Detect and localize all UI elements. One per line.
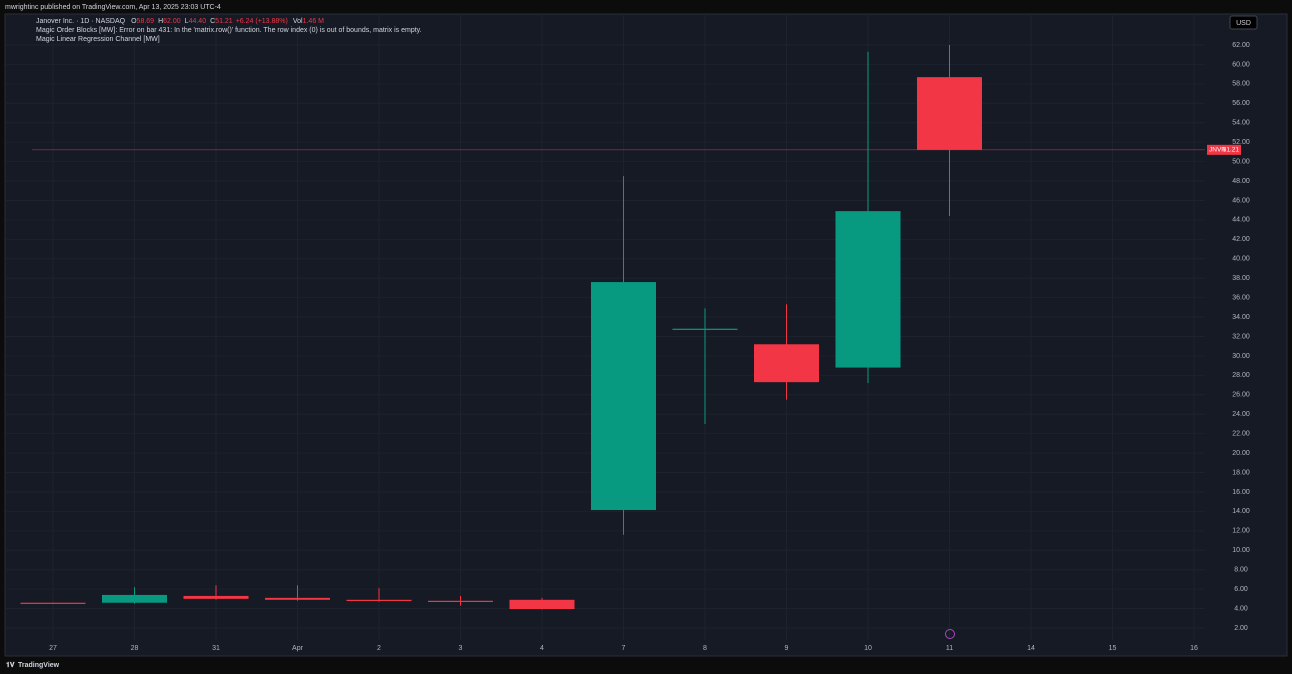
y-tick-label: 38.00 bbox=[1232, 275, 1250, 282]
last-price-box bbox=[1207, 144, 1241, 155]
logo-icon: 𝟏𝐕 bbox=[6, 661, 15, 669]
y-tick-label: 44.00 bbox=[1232, 217, 1250, 224]
x-tick-label: 3 bbox=[459, 645, 463, 652]
x-tick-label: 15 bbox=[1109, 645, 1117, 652]
y-tick-label: 32.00 bbox=[1232, 333, 1250, 340]
indicator-label: Magic Linear Regression Channel [MW] bbox=[36, 36, 160, 43]
x-tick-label: 8 bbox=[703, 645, 707, 652]
ohlc-value: 58.69 bbox=[137, 18, 155, 25]
candle-body bbox=[835, 211, 901, 368]
publisher-header: mwrightinc published on TradingView.com,… bbox=[5, 4, 221, 11]
ohlc-label: O bbox=[131, 18, 137, 25]
last-price-symbol: JNVR bbox=[1209, 147, 1226, 154]
y-tick-label: 4.00 bbox=[1234, 605, 1248, 612]
y-tick-label: 56.00 bbox=[1232, 100, 1250, 107]
x-tick-label: 4 bbox=[540, 645, 544, 652]
ohlc-label: L bbox=[185, 18, 189, 25]
y-tick-label: 2.00 bbox=[1234, 625, 1248, 632]
y-tick-label: 14.00 bbox=[1232, 508, 1250, 515]
y-tick-label: 62.00 bbox=[1232, 42, 1250, 49]
ohlc-value: 51.21 bbox=[215, 18, 233, 25]
y-tick-label: 50.00 bbox=[1232, 158, 1250, 165]
y-tick-label: 24.00 bbox=[1232, 411, 1250, 418]
volume-label: Vol bbox=[293, 18, 303, 25]
candle-body bbox=[509, 599, 575, 610]
y-tick-label: 22.00 bbox=[1232, 431, 1250, 438]
currency[interactable]: USD bbox=[1236, 20, 1251, 27]
y-tick-label: 36.00 bbox=[1232, 294, 1250, 301]
candle-body bbox=[428, 600, 493, 602]
candle-body bbox=[265, 597, 330, 600]
x-tick-label: 10 bbox=[864, 645, 872, 652]
x-tick-label: 7 bbox=[622, 645, 626, 652]
candle-body bbox=[591, 282, 656, 511]
event-icon[interactable] bbox=[945, 629, 955, 639]
footer-brand: TradingView bbox=[18, 662, 60, 669]
ohlc-label: C bbox=[210, 18, 215, 25]
y-tick-label: 8.00 bbox=[1234, 567, 1248, 574]
legend-title: Janover Inc. · 1D · NASDAQ bbox=[36, 18, 126, 25]
y-tick-label: 52.00 bbox=[1232, 139, 1250, 146]
ohlc-value: 62.00 bbox=[163, 18, 181, 25]
currency-box[interactable] bbox=[1229, 15, 1258, 30]
ohlc-value: 44.40 bbox=[189, 18, 207, 25]
y-tick-label: 20.00 bbox=[1232, 450, 1250, 457]
y-tick-label: 12.00 bbox=[1232, 528, 1250, 535]
candle-body bbox=[183, 595, 249, 599]
x-tick-label: 2 bbox=[377, 645, 381, 652]
candle-body bbox=[20, 602, 86, 604]
x-tick-label: 31 bbox=[212, 645, 220, 652]
y-tick-label: 60.00 bbox=[1232, 61, 1250, 68]
y-tick-label: 26.00 bbox=[1232, 392, 1250, 399]
y-tick-label: 28.00 bbox=[1232, 372, 1250, 379]
indicator-label: Magic Order Blocks [MW]: Error on bar 43… bbox=[36, 27, 422, 34]
x-tick-label: 14 bbox=[1027, 645, 1035, 652]
candle-body bbox=[754, 344, 819, 383]
candle-body bbox=[917, 77, 982, 150]
candle-body bbox=[672, 328, 738, 330]
x-tick-label: 27 bbox=[49, 645, 57, 652]
y-tick-label: 48.00 bbox=[1232, 178, 1250, 185]
change: +6.24 (+13.88%) bbox=[236, 18, 288, 25]
y-tick-label: 16.00 bbox=[1232, 489, 1250, 496]
y-tick-label: 58.00 bbox=[1232, 81, 1250, 88]
legend-line: Janover Inc. · 1D · NASDAQ O58.69 H62.00 L4… bbox=[36, 18, 324, 25]
y-tick-label: 6.00 bbox=[1234, 586, 1248, 593]
x-tick-label: 9 bbox=[785, 645, 789, 652]
volume-value: 1.46 M bbox=[303, 18, 325, 25]
last-price-value: 51.21 bbox=[1223, 147, 1240, 154]
x-tick-label: 11 bbox=[946, 645, 953, 652]
y-tick-label: 10.00 bbox=[1232, 547, 1250, 554]
y-tick-label: 40.00 bbox=[1232, 256, 1250, 263]
y-tick-label: 30.00 bbox=[1232, 353, 1250, 360]
y-tick-label: 34.00 bbox=[1232, 314, 1250, 321]
candle-body bbox=[102, 594, 167, 603]
y-tick-label: 46.00 bbox=[1232, 197, 1250, 204]
x-tick-label: Apr bbox=[292, 645, 304, 652]
candle-body bbox=[346, 599, 412, 602]
x-tick-label: 16 bbox=[1190, 645, 1198, 652]
y-tick-label: 54.00 bbox=[1232, 120, 1250, 127]
ohlc-label: H bbox=[158, 18, 163, 25]
footer-logo: 𝟏𝐕 bbox=[6, 661, 15, 669]
x-tick-label: 28 bbox=[131, 645, 139, 652]
y-tick-label: 18.00 bbox=[1232, 469, 1250, 476]
y-tick-label: 42.00 bbox=[1232, 236, 1250, 243]
